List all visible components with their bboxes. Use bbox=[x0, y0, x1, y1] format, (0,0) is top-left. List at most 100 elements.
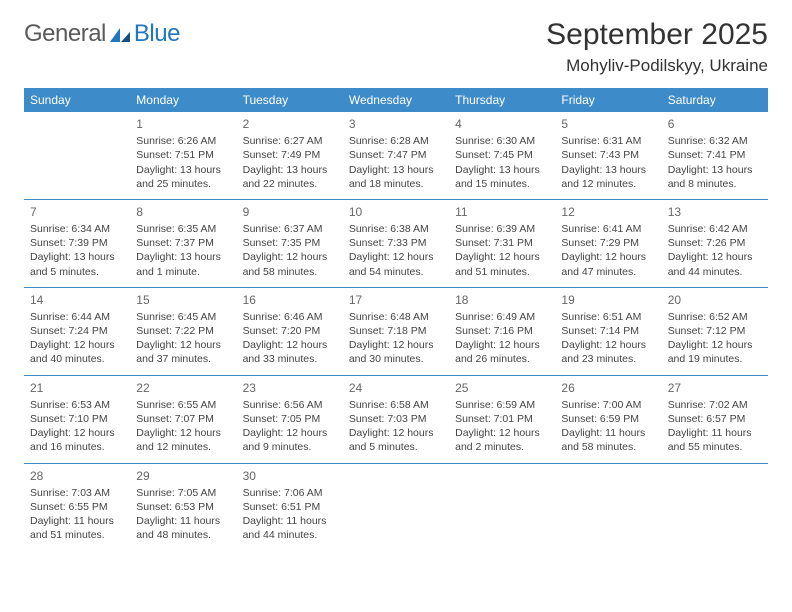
calendar-cell: 2Sunrise: 6:27 AMSunset: 7:49 PMDaylight… bbox=[237, 112, 343, 199]
sunset-line: Sunset: 7:01 PM bbox=[455, 412, 549, 426]
calendar-row: 7Sunrise: 6:34 AMSunset: 7:39 PMDaylight… bbox=[24, 199, 768, 287]
calendar-cell: 15Sunrise: 6:45 AMSunset: 7:22 PMDayligh… bbox=[130, 287, 236, 375]
sunrise-line: Sunrise: 6:38 AM bbox=[349, 222, 443, 236]
calendar-cell: 29Sunrise: 7:05 AMSunset: 6:53 PMDayligh… bbox=[130, 463, 236, 550]
day-number: 3 bbox=[349, 116, 443, 132]
sunrise-line: Sunrise: 6:41 AM bbox=[561, 222, 655, 236]
day-number: 25 bbox=[455, 380, 549, 396]
sunrise-line: Sunrise: 6:51 AM bbox=[561, 310, 655, 324]
logo-text-general: General bbox=[24, 20, 106, 48]
logo-sail-icon bbox=[110, 26, 132, 44]
calendar-body: 1Sunrise: 6:26 AMSunset: 7:51 PMDaylight… bbox=[24, 112, 768, 550]
weekday-header: Saturday bbox=[662, 88, 768, 112]
sunrise-line: Sunrise: 6:27 AM bbox=[243, 134, 337, 148]
sunrise-line: Sunrise: 6:48 AM bbox=[349, 310, 443, 324]
sunrise-line: Sunrise: 6:45 AM bbox=[136, 310, 230, 324]
calendar-row: 21Sunrise: 6:53 AMSunset: 7:10 PMDayligh… bbox=[24, 375, 768, 463]
daylight-line: Daylight: 12 hours and 58 minutes. bbox=[243, 250, 337, 278]
daylight-line: Daylight: 11 hours and 44 minutes. bbox=[243, 514, 337, 542]
sunset-line: Sunset: 7:18 PM bbox=[349, 324, 443, 338]
sunset-line: Sunset: 6:59 PM bbox=[561, 412, 655, 426]
daylight-line: Daylight: 12 hours and 9 minutes. bbox=[243, 426, 337, 454]
daylight-line: Daylight: 11 hours and 48 minutes. bbox=[136, 514, 230, 542]
day-number: 10 bbox=[349, 204, 443, 220]
daylight-line: Daylight: 12 hours and 5 minutes. bbox=[349, 426, 443, 454]
daylight-line: Daylight: 12 hours and 33 minutes. bbox=[243, 338, 337, 366]
sunset-line: Sunset: 7:14 PM bbox=[561, 324, 655, 338]
calendar-cell: 23 Sunrise: 6:56 AMSunset: 7:05 PMDayligh… bbox=[237, 375, 343, 463]
sunrise-line: Sunrise: 6:46 AM bbox=[243, 310, 337, 324]
sunrise-line: Sunrise: 6:26 AM bbox=[136, 134, 230, 148]
calendar-cell: 28Sunrise: 7:03 AMSunset: 6:55 PMDayligh… bbox=[24, 463, 130, 550]
day-number: 23 bbox=[243, 380, 337, 396]
daylight-line: Daylight: 12 hours and 26 minutes. bbox=[455, 338, 549, 366]
calendar-row: 14 Sunrise: 6:44 AMSunset: 7:24 PM Dayligh… bbox=[24, 287, 768, 375]
calendar-cell: 14Sunrise: 6:44 AMSunset: 7:24 PMDayligh… bbox=[24, 287, 130, 375]
day-number: 16 bbox=[243, 292, 337, 308]
calendar-cell: 1Sunrise: 6:26 AMSunset: 7:51 PMDaylight… bbox=[130, 112, 236, 199]
sunset-line: Sunset: 7:43 PM bbox=[561, 148, 655, 162]
weekday-header: Friday bbox=[555, 88, 661, 112]
sunset-line: Sunset: 7:10 PM bbox=[30, 412, 124, 426]
sunset-line: Sunset: 7:07 PM bbox=[136, 412, 230, 426]
daylight-line: Daylight: 13 hours and 22 minutes. bbox=[243, 163, 337, 191]
sunrise-line: Sunrise: 6:31 AM bbox=[561, 134, 655, 148]
sunset-line: Sunset: 7:31 PM bbox=[455, 236, 549, 250]
calendar-cell: 18Sunrise: 6:49 AMSunset: 7:16 PMDayligh… bbox=[449, 287, 555, 375]
weekday-header-row: Sunday Monday Tuesday Wednesday Thursday… bbox=[24, 88, 768, 112]
daylight-line: Daylight: 12 hours and 30 minutes. bbox=[349, 338, 443, 366]
weekday-header: Monday bbox=[130, 88, 236, 112]
sunset-line: Sunset: 7:29 PM bbox=[561, 236, 655, 250]
daylight-line: Daylight: 12 hours and 54 minutes. bbox=[349, 250, 443, 278]
sunrise-line: Sunrise: 7:06 AM bbox=[243, 486, 337, 500]
sunset-line: Sunset: 7:20 PM bbox=[243, 324, 337, 338]
sunset-line: Sunset: 7:24 PM bbox=[30, 324, 124, 338]
calendar-cell bbox=[343, 463, 449, 550]
day-number: 2 bbox=[243, 116, 337, 132]
sunset-line: Sunset: 7:26 PM bbox=[668, 236, 762, 250]
calendar-cell: 25Sunrise: 6:59 AMSunset: 7:01 PMDayligh… bbox=[449, 375, 555, 463]
header: General Blue September 2025 Mohyliv-Podi… bbox=[24, 18, 768, 76]
calendar-cell: 19 Sunrise: 6:51 AMSunset: 7:14 PMDayligh… bbox=[555, 287, 661, 375]
sunset-line: Sunset: 6:51 PM bbox=[243, 500, 337, 514]
daylight-line: Daylight: 13 hours and 8 minutes. bbox=[668, 163, 762, 191]
day-number: 27 bbox=[668, 380, 762, 396]
sunrise-line: Sunrise: 6:44 AM bbox=[30, 310, 124, 324]
sunset-line: Sunset: 7:05 PM bbox=[243, 412, 337, 426]
daylight-line: Daylight: 12 hours and 23 minutes. bbox=[561, 338, 655, 366]
day-number: 14 bbox=[30, 292, 124, 308]
sunset-line: Sunset: 6:57 PM bbox=[668, 412, 762, 426]
calendar-cell: 13Sunrise: 6:42 AMSunset: 7:26 PMDayligh… bbox=[662, 199, 768, 287]
calendar-table: Sunday Monday Tuesday Wednesday Thursday… bbox=[24, 88, 768, 550]
daylight-line: Daylight: 13 hours and 25 minutes. bbox=[136, 163, 230, 191]
day-number: 19 bbox=[561, 292, 655, 308]
sunset-line: Sunset: 6:55 PM bbox=[30, 500, 124, 514]
calendar-cell: 12Sunrise: 6:41 AMSunset: 7:29 PMDayligh… bbox=[555, 199, 661, 287]
sunrise-line: Sunrise: 6:42 AM bbox=[668, 222, 762, 236]
sunrise-line: Sunrise: 6:32 AM bbox=[668, 134, 762, 148]
calendar-row: 28Sunrise: 7:03 AMSunset: 6:55 PMDayligh… bbox=[24, 463, 768, 550]
sunrise-line: Sunrise: 7:00 AM bbox=[561, 398, 655, 412]
sunset-line: Sunset: 7:03 PM bbox=[349, 412, 443, 426]
calendar-cell: 9Sunrise: 6:37 AMSunset: 7:35 PMDaylight… bbox=[237, 199, 343, 287]
daylight-line: Daylight: 11 hours and 51 minutes. bbox=[30, 514, 124, 542]
sunset-line: Sunset: 7:22 PM bbox=[136, 324, 230, 338]
day-number: 8 bbox=[136, 204, 230, 220]
sunrise-line: Sunrise: 6:56 AM bbox=[243, 398, 337, 412]
calendar-cell: 4Sunrise: 6:30 AMSunset: 7:45 PMDaylight… bbox=[449, 112, 555, 199]
daylight-line: Daylight: 12 hours and 19 minutes. bbox=[668, 338, 762, 366]
calendar-cell: 7Sunrise: 6:34 AMSunset: 7:39 PMDaylight… bbox=[24, 199, 130, 287]
day-number: 1 bbox=[136, 116, 230, 132]
daylight-line: Daylight: 13 hours and 5 minutes. bbox=[30, 250, 124, 278]
daylight-line: Daylight: 11 hours and 58 minutes. bbox=[561, 426, 655, 454]
daylight-line: Daylight: 12 hours and 47 minutes. bbox=[561, 250, 655, 278]
sunset-line: Sunset: 7:33 PM bbox=[349, 236, 443, 250]
sunrise-line: Sunrise: 6:49 AM bbox=[455, 310, 549, 324]
sunset-line: Sunset: 6:53 PM bbox=[136, 500, 230, 514]
sunrise-line: Sunrise: 6:58 AM bbox=[349, 398, 443, 412]
day-number: 22 bbox=[136, 380, 230, 396]
daylight-line: Daylight: 13 hours and 12 minutes. bbox=[561, 163, 655, 191]
day-number: 21 bbox=[30, 380, 124, 396]
calendar-cell: 20Sunrise: 6:52 AMSunset: 7:12 PMDayligh… bbox=[662, 287, 768, 375]
calendar-cell: 16 Sunrise: 6:46 AMSunset: 7:20 PMDayligh… bbox=[237, 287, 343, 375]
